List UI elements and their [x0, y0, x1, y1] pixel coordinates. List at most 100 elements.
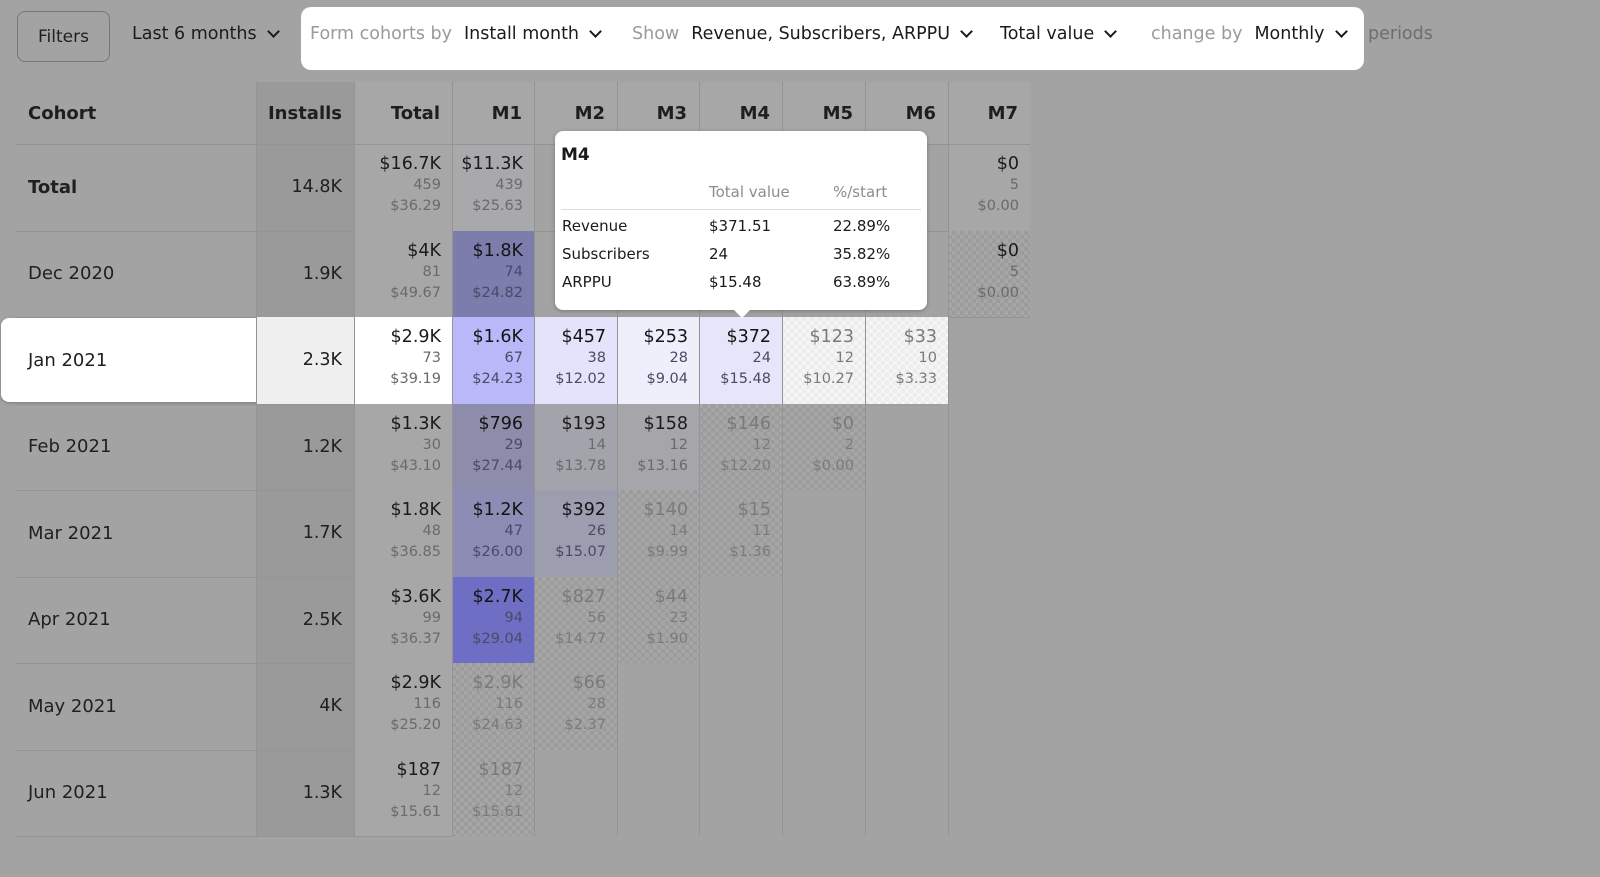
- period-cell-m2[interactable]: $66 28 $2.37: [534, 663, 617, 750]
- period-cell-m3[interactable]: $158 12 $13.16: [617, 403, 699, 490]
- subscribers-value: 67: [504, 350, 523, 366]
- cohort-label: Apr 2021: [28, 609, 111, 631]
- subscribers-value: 10: [918, 350, 937, 366]
- total-value-cell[interactable]: $2.9K 116 $25.20: [354, 663, 452, 750]
- installs-value: 1.2K: [302, 436, 342, 457]
- revenue-value: $457: [561, 327, 606, 347]
- table-row[interactable]: Jun 2021 1.3K $187 12 $15.61 $187 12 $15.61: [16, 749, 1030, 836]
- revenue-value: $1.2K: [472, 500, 523, 520]
- period-cell-m2[interactable]: $457 38 $12.02: [534, 317, 617, 404]
- table-row[interactable]: Jan 2021 2.3K $2.9K 73 $39.19 $1.6K 67 $24.23 $4…: [16, 317, 1030, 404]
- filters-button[interactable]: Filters: [17, 11, 110, 62]
- subscribers-value: 81: [422, 263, 441, 280]
- show-metrics-dropdown[interactable]: Show Revenue, Subscribers, ARPPU: [632, 24, 973, 44]
- table-row[interactable]: Mar 2021 1.7K $1.8K 48 $36.85 $1.2K 47 $26.00 $3…: [16, 490, 1030, 577]
- total-row[interactable]: Total 14.8K $16.7K 459 $36.29 $11.3K 439 $25.63…: [16, 144, 1030, 231]
- revenue-value: $11.3K: [461, 154, 523, 174]
- tooltip-value: $371.51: [709, 217, 772, 235]
- installs-column-bg: [256, 82, 354, 836]
- value-mode-dropdown[interactable]: Total value: [1000, 24, 1118, 44]
- total-value-cell[interactable]: $1.8K 48 $36.85: [354, 490, 452, 577]
- arppu-value: $12.02: [555, 371, 606, 387]
- table-row[interactable]: Apr 2021 2.5K $3.6K 99 $36.37 $2.7K 94 $29.04 $8…: [16, 576, 1030, 663]
- subscribers-value: 12: [835, 350, 854, 366]
- revenue-value: $2.7K: [472, 586, 523, 607]
- cohort-by-dropdown[interactable]: Form cohorts by Install month: [310, 24, 602, 44]
- arppu-value: $25.63: [472, 198, 523, 214]
- revenue-value: $146: [726, 413, 771, 434]
- table-row[interactable]: Dec 2020 1.9K $4K 81 $49.67 $1.8K 74 $24.82 $0 5 $…: [16, 230, 1030, 317]
- period-cell-m5[interactable]: $123 12 $10.27: [782, 317, 865, 404]
- total-value-cell[interactable]: $16.7K 459 $36.29: [354, 144, 452, 231]
- period-cell-m2[interactable]: $193 14 $13.78: [534, 403, 617, 490]
- total-value-cell[interactable]: $2.9K 73 $39.19: [354, 317, 452, 404]
- revenue-value: $4K: [407, 240, 441, 261]
- cohort-label: Dec 2020: [28, 263, 115, 285]
- period-cell-m7[interactable]: $0 5 $0.00: [948, 231, 1030, 317]
- arppu-value: $14.77: [555, 630, 606, 647]
- period-cell-m6[interactable]: $33 10 $3.33: [865, 317, 948, 404]
- table-row[interactable]: Feb 2021 1.2K $1.3K 30 $43.10 $796 29 $27.44 $19…: [16, 403, 1030, 490]
- revenue-value: $3.6K: [390, 586, 441, 607]
- period-cell-m4[interactable]: $15 11 $1.36: [699, 490, 782, 577]
- cohort-label: Jun 2021: [28, 782, 108, 804]
- subscribers-value: 29: [504, 436, 523, 453]
- revenue-value: $66: [572, 673, 606, 693]
- arppu-value: $15.48: [720, 371, 771, 387]
- subscribers-value: 116: [495, 696, 523, 712]
- period-cell-m1[interactable]: $2.7K 94 $29.04: [452, 576, 534, 663]
- arppu-value: $15.61: [472, 803, 523, 820]
- column-divider: [617, 82, 618, 836]
- tooltip-col-value: Total value: [709, 183, 790, 201]
- arppu-value: $24.82: [472, 284, 523, 301]
- subscribers-value: 14: [669, 523, 688, 539]
- revenue-value: $193: [561, 413, 606, 434]
- period-cell-m2[interactable]: $827 56 $14.77: [534, 577, 617, 663]
- arppu-value: $10.27: [803, 371, 854, 387]
- period-cell-m1[interactable]: $1.8K 74 $24.82: [452, 230, 534, 317]
- total-value-cell[interactable]: $1.3K 30 $43.10: [354, 403, 452, 490]
- tooltip-metric: Subscribers: [562, 245, 650, 263]
- total-value-cell[interactable]: $4K 81 $49.67: [354, 230, 452, 317]
- column-divider: [948, 82, 949, 836]
- period-cell-m1[interactable]: $187 12 $15.61: [452, 750, 534, 836]
- revenue-value: $187: [478, 759, 523, 780]
- period-cell-m1[interactable]: $1.2K 47 $26.00: [452, 490, 534, 577]
- revenue-value: $827: [561, 586, 606, 607]
- arppu-value: $27.44: [472, 457, 523, 474]
- revenue-value: $1.3K: [390, 413, 441, 434]
- column-divider: [782, 82, 783, 836]
- revenue-value: $0: [831, 413, 854, 434]
- tooltip-metric: ARPPU: [562, 273, 612, 291]
- period-cell-m4[interactable]: $372 24 $15.48: [699, 317, 782, 404]
- date-range-value: Last 6 months: [132, 24, 257, 44]
- revenue-value: $392: [561, 500, 606, 520]
- date-range-dropdown[interactable]: Last 6 months: [132, 24, 280, 44]
- period-cell-m5[interactable]: $0 2 $0.00: [782, 404, 865, 490]
- period-cell-m3[interactable]: $44 23 $1.90: [617, 577, 699, 663]
- total-value-cell[interactable]: $187 12 $15.61: [354, 749, 452, 836]
- period-cell-m4[interactable]: $146 12 $12.20: [699, 404, 782, 490]
- subscribers-value: 74: [504, 263, 523, 280]
- period-cell-m1[interactable]: $11.3K 439 $25.63: [452, 144, 534, 231]
- subscribers-value: 12: [752, 436, 771, 453]
- subscribers-value: 116: [413, 696, 441, 712]
- subscribers-value: 73: [422, 350, 441, 366]
- period-cell-m3[interactable]: $140 14 $9.99: [617, 490, 699, 577]
- period-cell-m2[interactable]: $392 26 $15.07: [534, 490, 617, 577]
- period-cell-m1[interactable]: $796 29 $27.44: [452, 403, 534, 490]
- period-cell-m3[interactable]: $253 28 $9.04: [617, 317, 699, 404]
- table-row[interactable]: May 2021 4K $2.9K 116 $25.20 $2.9K 116 $24.63 $6…: [16, 663, 1030, 750]
- tooltip-col-pct: %/start: [833, 183, 888, 201]
- period-cell-m7[interactable]: $0 5 $0.00: [948, 144, 1030, 231]
- total-value-cell[interactable]: $3.6K 99 $36.37: [354, 576, 452, 663]
- subscribers-value: 56: [587, 609, 606, 626]
- period-cell-m1[interactable]: $1.6K 67 $24.23: [452, 317, 534, 404]
- arppu-value: $12.20: [720, 457, 771, 474]
- arppu-value: $0.00: [977, 284, 1019, 301]
- period-cell-m1[interactable]: $2.9K 116 $24.63: [452, 663, 534, 750]
- change-by-dropdown[interactable]: change by Monthly: [1151, 24, 1348, 44]
- revenue-value: $140: [643, 500, 688, 520]
- cell-tooltip: M4 Total value %/start Revenue $371.51 2…: [555, 131, 927, 318]
- subscribers-value: 30: [422, 436, 441, 453]
